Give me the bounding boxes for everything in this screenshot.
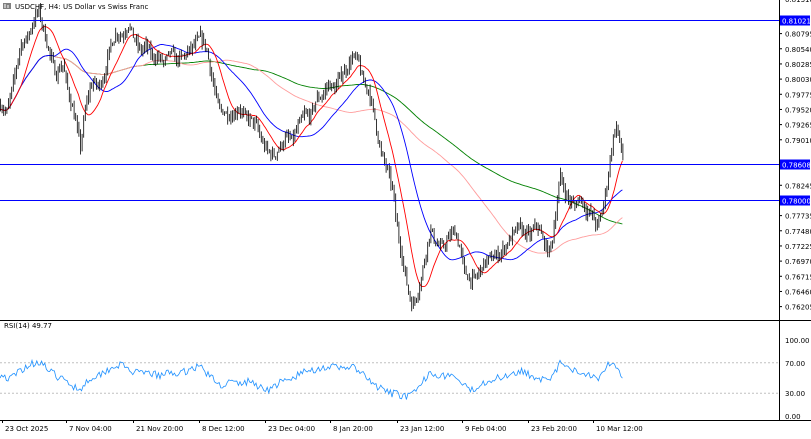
horizontal-levels[interactable]: 0.81021 0.78608 0.78000 <box>0 16 811 206</box>
time-tick-label: 21 Nov 20:00 <box>136 425 183 433</box>
time-tick-label: 23 Feb 20:00 <box>531 425 577 433</box>
chart-header: USDCHF, H4: US Dollar vs Swiss Franc <box>3 3 149 11</box>
candlesticks <box>1 3 623 311</box>
symbol-icon <box>3 3 11 9</box>
chart-frames <box>0 0 811 421</box>
price-tick-label: 0.80795 <box>785 31 811 39</box>
level-price-text: 0.78608 <box>782 162 811 170</box>
ma-mid-line <box>0 44 622 259</box>
rsi-tick-label: 100.00 <box>785 337 810 345</box>
rsi-tick-label: 30.00 <box>785 390 805 398</box>
time-tick-label: 10 Mar 12:00 <box>596 425 643 433</box>
time-tick-label: 23 Dec 04:00 <box>268 425 315 433</box>
price-tick-label: 0.79775 <box>785 91 811 99</box>
level-price-text: 0.78000 <box>782 198 811 206</box>
price-tick-label: 0.77225 <box>785 243 811 251</box>
time-tick-label: 8 Jan 20:00 <box>333 425 373 433</box>
time-tick-label: 8 Dec 12:00 <box>202 425 245 433</box>
ma-fast-line <box>0 27 622 287</box>
rsi-indicator: 100.00 70.00 30.00 0.00 <box>0 337 810 421</box>
time-tick-label: 23 Oct 2025 <box>5 425 48 433</box>
price-tick-label: 0.80285 <box>785 61 811 69</box>
price-tick-label: 0.76205 <box>785 304 811 312</box>
time-tick-label: 9 Feb 04:00 <box>465 425 506 433</box>
price-tick-label: 0.77735 <box>785 213 811 221</box>
level-price-text: 0.81021 <box>782 18 811 26</box>
price-tick-label: 0.81310 <box>785 0 811 4</box>
time-tick-label: 23 Jan 12:00 <box>400 425 444 433</box>
symbol-description: US Dollar vs Swiss Franc <box>63 3 149 11</box>
moving-averages <box>0 27 622 287</box>
price-tick-label: 0.79265 <box>785 122 811 130</box>
rsi-tick-label: 70.00 <box>785 360 805 368</box>
rsi-tick-label: 0.00 <box>785 413 801 421</box>
symbol-timeframe: USDCHF, H4: <box>15 3 61 11</box>
price-tick-label: 0.76715 <box>785 273 811 281</box>
time-tick-label: 7 Nov 04:00 <box>69 425 112 433</box>
price-tick-label: 0.78245 <box>785 182 811 190</box>
rsi-label: RSI(14) 49.77 <box>4 322 52 330</box>
